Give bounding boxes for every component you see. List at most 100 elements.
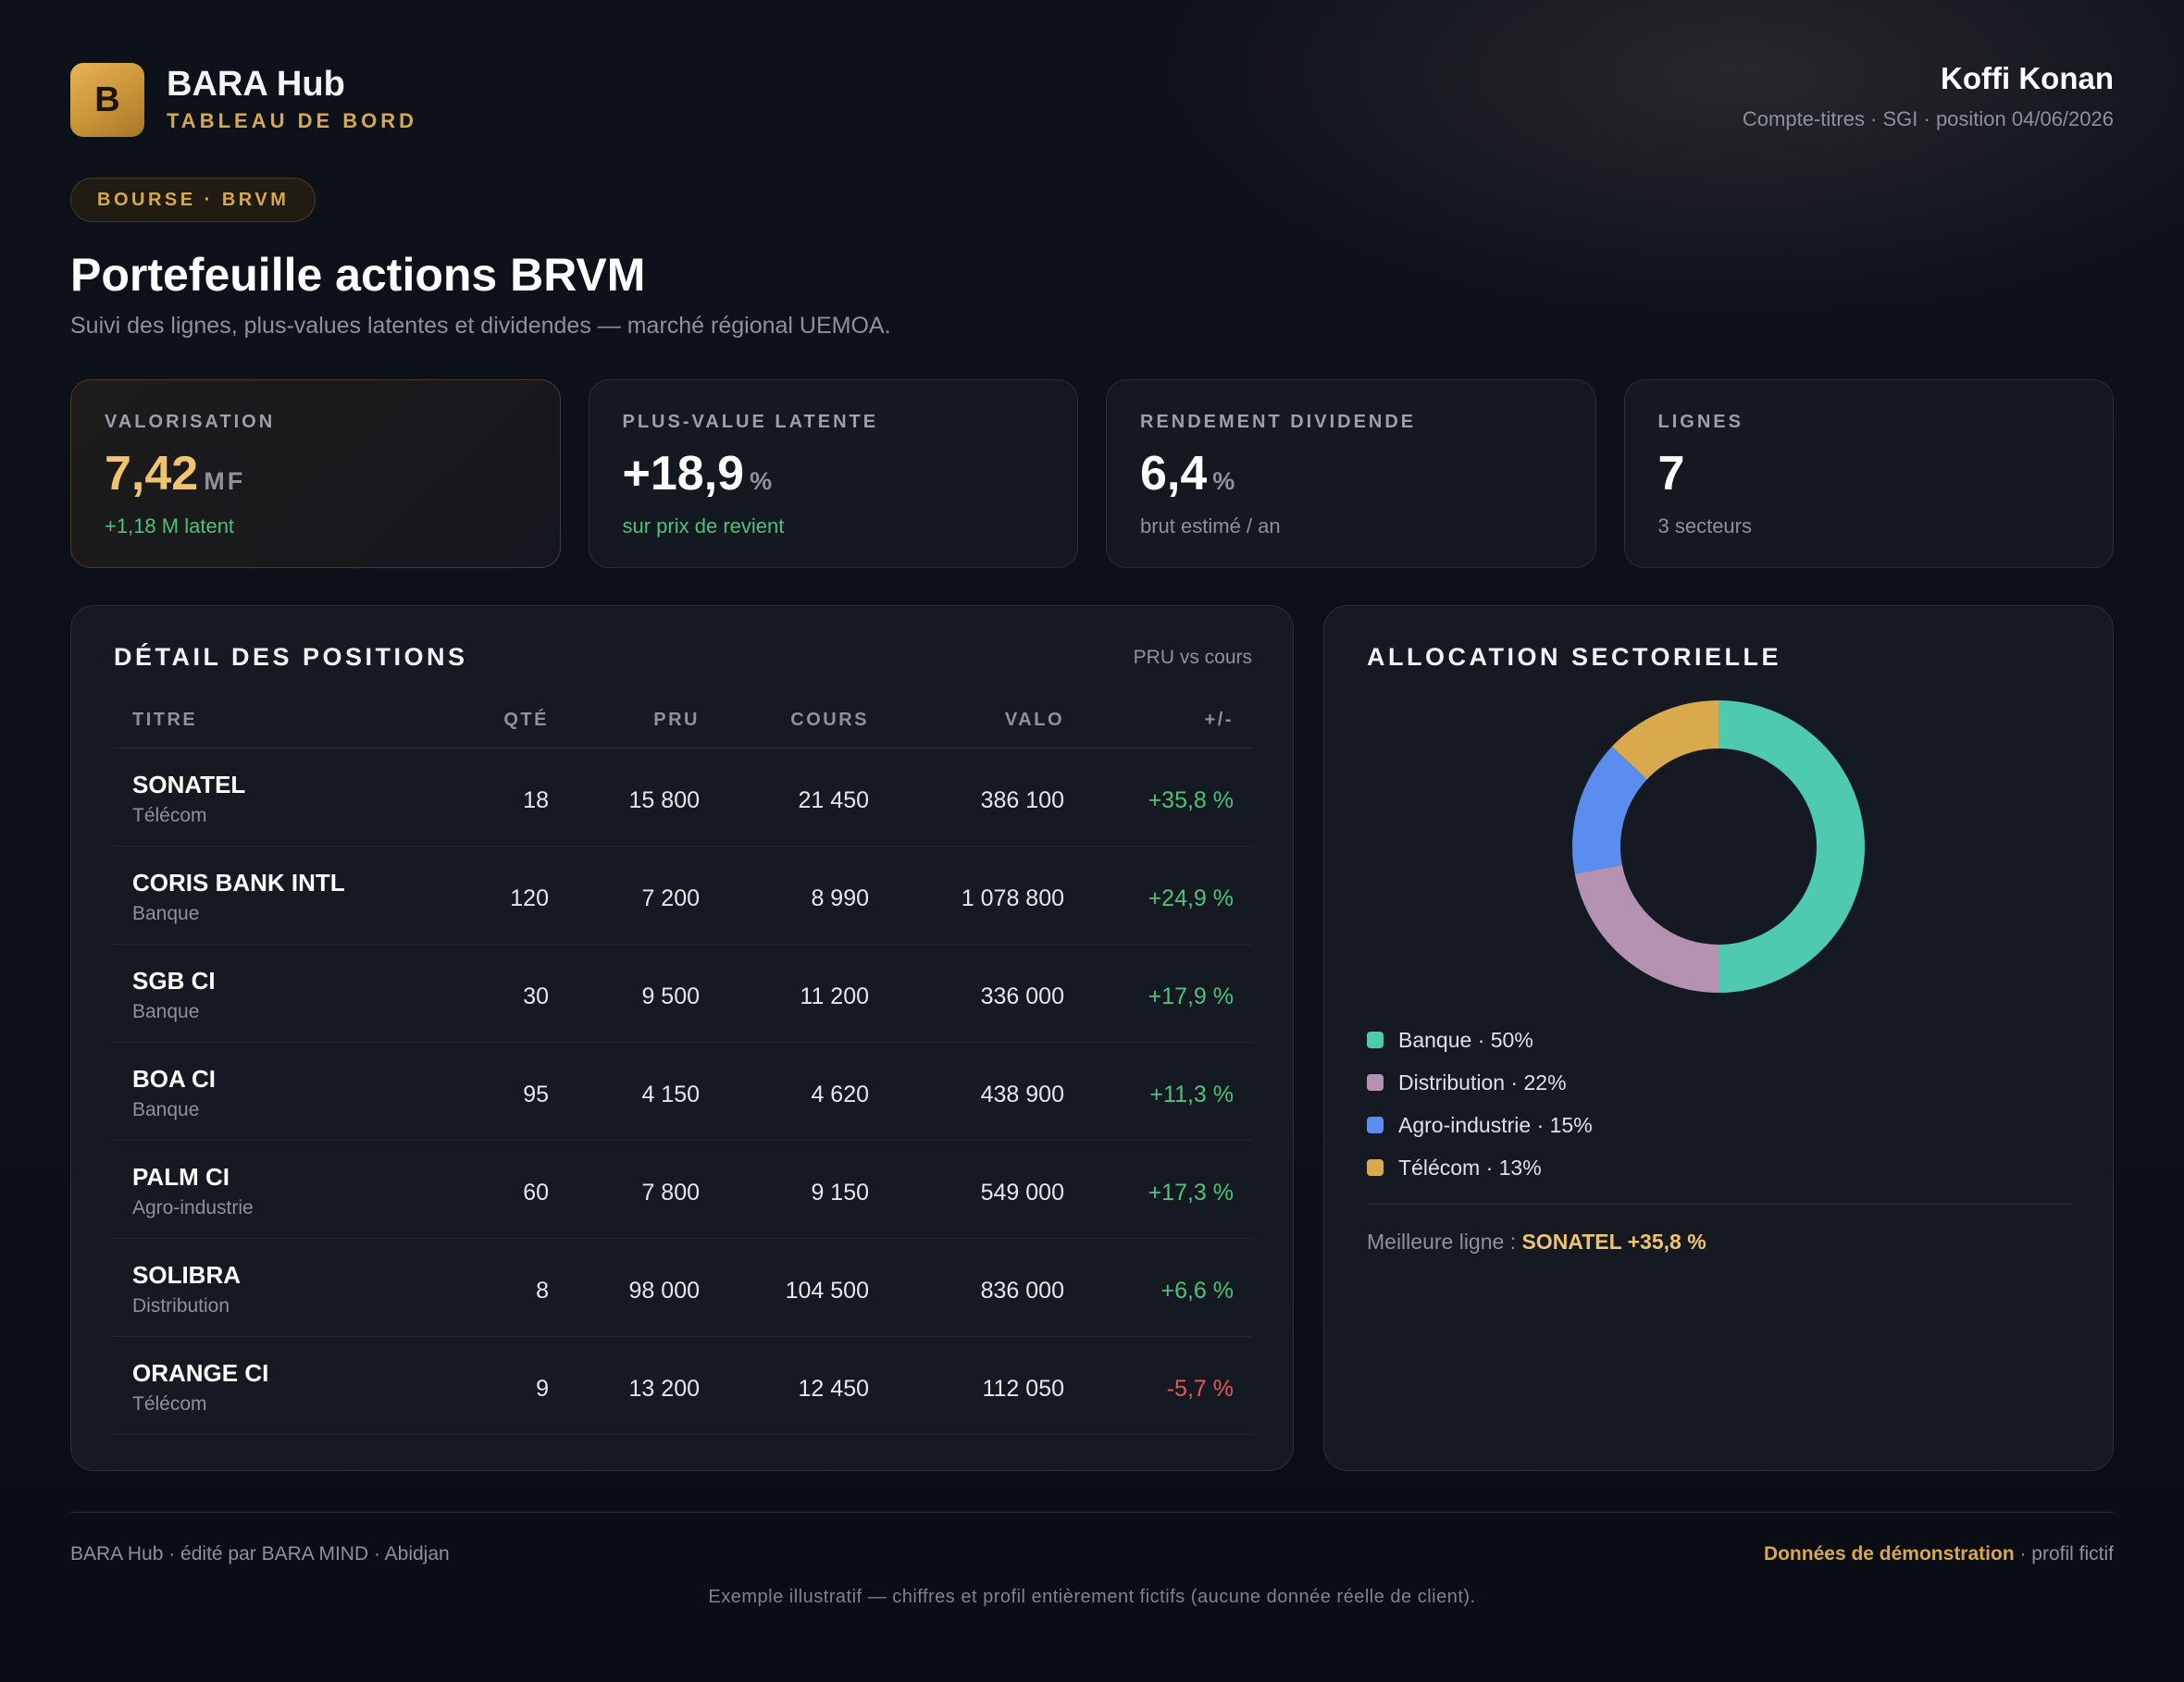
donut-slice-t-l-com[interactable]	[1611, 700, 1719, 780]
table-row[interactable]: SGB CI Banque 30 9 500 11 200 336 000 +17,9 %	[114, 945, 1252, 1043]
positions-hint: PRU vs cours	[1133, 647, 1252, 668]
table-row[interactable]: SONATEL Télécom 18 15 800 21 450 386 100 +35,8…	[114, 748, 1252, 847]
position-sector: Distribution	[132, 1295, 230, 1317]
column-header-pru[interactable]: PRU	[653, 710, 700, 730]
position-cours: 104 500	[785, 1278, 869, 1304]
kpi-value: 7	[1657, 447, 1685, 501]
position-name: BOA CI	[132, 1065, 217, 1093]
table-body: SONATEL Télécom 18 15 800 21 450 386 100 +35,8…	[114, 748, 1252, 1435]
kpi-card-plus-value: PLUS-VALUE LATENTE +18,9% sur prix de re…	[588, 379, 1078, 568]
position-sector: Télécom	[132, 805, 207, 826]
position-plus-minus: +35,8 %	[1148, 787, 1234, 813]
position-pru: 4 150	[641, 1082, 700, 1107]
position-pru: 15 800	[628, 787, 700, 813]
position-name: SGB CI	[132, 967, 216, 995]
donut-slice-banque[interactable]	[1719, 700, 1865, 993]
positions-panel: DÉTAIL DES POSITIONS PRU vs cours TITRE …	[70, 605, 1294, 1471]
position-sector: Banque	[132, 903, 200, 924]
position-sector: Banque	[132, 1099, 200, 1120]
position-valo: 386 100	[980, 787, 1064, 813]
position-valo: 336 000	[980, 983, 1064, 1009]
best-line-value: SONATEL +35,8 %	[1521, 1230, 1706, 1254]
kpi-card-lignes: LIGNES 7 3 secteurs	[1623, 379, 2114, 568]
table-row[interactable]: CORIS BANK INTL Banque 120 7 200 8 990 1 078 …	[114, 847, 1252, 945]
position-qte: 120	[510, 885, 549, 911]
footer-divider	[70, 1512, 2114, 1513]
kpi-label: PLUS-VALUE LATENTE	[622, 412, 879, 432]
position-plus-minus: +17,3 %	[1148, 1180, 1234, 1206]
column-header-qte[interactable]: QTÉ	[503, 710, 549, 730]
legend-item: Distribution · 22%	[1367, 1061, 1593, 1104]
position-pru: 9 500	[641, 983, 700, 1009]
position-qte: 8	[536, 1278, 549, 1304]
position-title-cell: BOA CI Banque	[132, 1065, 216, 1121]
table-header: TITRE QTÉ PRU COURS VALO +/-	[114, 695, 1252, 748]
kpi-value: 7,42 MF	[105, 447, 246, 501]
allocation-legend: Banque · 50% Distribution · 22% Agro-indus…	[1367, 1019, 1593, 1189]
legend-swatch	[1367, 1159, 1384, 1176]
position-pru: 7 200	[641, 885, 700, 911]
column-header-valo[interactable]: VALO	[1004, 710, 1064, 730]
legend-swatch	[1367, 1074, 1384, 1091]
position-cours: 12 450	[798, 1376, 869, 1402]
donut-slice-distribution[interactable]	[1574, 864, 1719, 993]
position-plus-minus: +6,6 %	[1160, 1278, 1234, 1304]
position-plus-minus: -5,7 %	[1166, 1376, 1234, 1402]
position-cours: 9 150	[811, 1180, 869, 1206]
position-sector: Télécom	[132, 1393, 207, 1415]
table-row[interactable]: BOA CI Banque 95 4 150 4 620 438 900 +11,3 %	[114, 1043, 1252, 1141]
table-row[interactable]: ORANGE CI Télécom 9 13 200 12 450 112 050 -5,7…	[114, 1337, 1252, 1435]
divider	[1367, 1204, 2072, 1205]
position-plus-minus: +17,9 %	[1148, 983, 1234, 1009]
footer-credit: BARA Hub · édité par BARA MIND · Abidjan	[70, 1543, 450, 1565]
position-name: ORANGE CI	[132, 1359, 269, 1387]
allocation-panel: ALLOCATION SECTORIELLE Banque · 50% Distr…	[1323, 605, 2114, 1471]
kpi-note: brut estimé / an	[1140, 514, 1281, 538]
kpi-value: +18,9%	[622, 447, 776, 501]
kpi-value: 6,4%	[1140, 447, 1238, 501]
position-valo: 112 050	[982, 1376, 1064, 1402]
table-row[interactable]: SOLIBRA Distribution 8 98 000 104 500 836 000…	[114, 1239, 1252, 1337]
kpi-card-valorisation: VALORISATION 7,42 MF +1,18 M latent	[70, 379, 561, 568]
kpi-label: VALORISATION	[105, 412, 276, 432]
position-valo: 549 000	[980, 1180, 1064, 1206]
position-qte: 30	[523, 983, 549, 1009]
user-name: Koffi Konan	[1941, 61, 2114, 95]
column-header-cours[interactable]: COURS	[790, 710, 869, 730]
brand-logo: B	[70, 63, 144, 137]
kpi-cards: VALORISATION 7,42 MF +1,18 M latent PLUS-…	[70, 379, 2114, 568]
position-pru: 13 200	[628, 1376, 700, 1402]
column-header-titre[interactable]: TITRE	[132, 710, 198, 730]
position-sector: Agro-industrie	[132, 1197, 254, 1218]
kpi-card-rendement: RENDEMENT DIVIDENDE 6,4% brut estimé / a…	[1106, 379, 1596, 568]
account-meta: Compte-titres · SGI · position 04/06/202…	[1742, 107, 2114, 130]
legend-label: Télécom · 13%	[1398, 1155, 1542, 1180]
position-title-cell: ORANGE CI Télécom	[132, 1359, 268, 1416]
legend-swatch	[1367, 1117, 1384, 1133]
positions-title: DÉTAIL DES POSITIONS	[114, 643, 468, 671]
position-name: CORIS BANK INTL	[132, 869, 345, 897]
kpi-note: 3 secteurs	[1657, 514, 1753, 538]
position-valo: 438 900	[980, 1082, 1064, 1107]
legend-item: Télécom · 13%	[1367, 1146, 1593, 1189]
brand-name: BARA Hub	[167, 65, 345, 104]
user-info: Koffi Konan Compte-titres · SGI · positi…	[1743, 61, 2114, 131]
donut-slice-agro-industrie[interactable]	[1572, 746, 1647, 874]
allocation-title: ALLOCATION SECTORIELLE	[1367, 643, 1781, 671]
position-title-cell: SONATEL Télécom	[132, 771, 245, 827]
position-pru: 7 800	[641, 1180, 700, 1206]
legend-label: Distribution · 22%	[1398, 1070, 1567, 1095]
legend-swatch	[1367, 1032, 1384, 1048]
legend-label: Agro-industrie · 15%	[1398, 1112, 1593, 1137]
position-title-cell: PALM CI Agro-industrie	[132, 1163, 254, 1219]
position-qte: 18	[523, 787, 549, 813]
position-name: SOLIBRA	[132, 1261, 241, 1289]
market-tag: BOURSE · BRVM	[70, 178, 316, 222]
position-qte: 9	[536, 1376, 549, 1402]
position-cours: 4 620	[811, 1082, 869, 1107]
table-row[interactable]: PALM CI Agro-industrie 60 7 800 9 150 549 000…	[114, 1141, 1252, 1239]
position-plus-minus: +11,3 %	[1149, 1082, 1234, 1107]
column-header-plus-minus[interactable]: +/-	[1204, 710, 1234, 730]
position-valo: 836 000	[980, 1278, 1064, 1304]
page-subtitle: Suivi des lignes, plus-values latentes e…	[70, 313, 891, 339]
